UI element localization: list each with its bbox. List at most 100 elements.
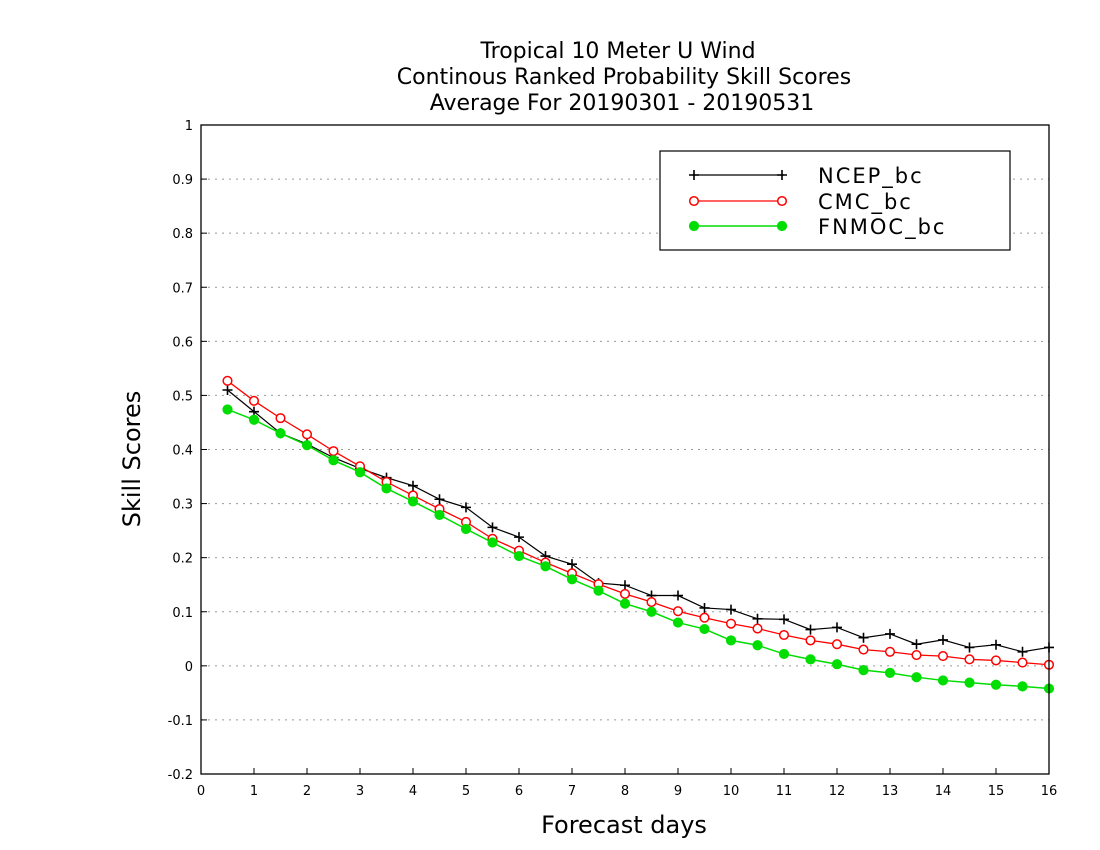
data-point-ncep-bc xyxy=(832,622,842,633)
data-point-ncep-bc xyxy=(222,385,233,396)
x-tick-label: 7 xyxy=(568,784,576,799)
data-point-fnmoc-bc xyxy=(858,665,869,676)
legend-marker-ncep-bc xyxy=(777,170,787,180)
data-point-ncep-bc xyxy=(699,602,710,613)
data-point-fnmoc-bc xyxy=(937,675,949,686)
data-point-cmc-bc xyxy=(858,644,869,655)
legend-label-ncep: NCEP_bc xyxy=(818,164,924,189)
data-point-fnmoc-bc xyxy=(381,483,392,494)
data-point-cmc-bc xyxy=(805,635,816,646)
x-tick-label: 6 xyxy=(515,784,523,799)
data-point-fnmoc-bc xyxy=(460,523,472,535)
x-axis-title: Forecast days xyxy=(541,811,707,839)
legend-marker-cmc-bc xyxy=(688,195,700,207)
x-tick-label: 8 xyxy=(621,784,629,799)
data-point-ncep-bc xyxy=(752,613,763,624)
legend-marker-fnmoc-bc xyxy=(776,220,788,232)
x-tick-label: 9 xyxy=(674,784,682,799)
data-point-ncep-bc xyxy=(964,642,975,653)
data-point-fnmoc-bc xyxy=(301,440,313,451)
data-point-fnmoc-bc xyxy=(990,679,1002,690)
chart-title-line-3: Average For 20190301 - 20190531 xyxy=(430,91,815,116)
data-point-ncep-bc xyxy=(779,614,789,625)
x-tick-label: 3 xyxy=(356,784,364,799)
data-point-fnmoc-bc xyxy=(328,455,339,466)
legend-marker-fnmoc-bc xyxy=(688,220,700,232)
data-point-ncep-bc xyxy=(1017,646,1028,657)
data-point-ncep-bc xyxy=(620,580,630,591)
y-tick-label: 0 xyxy=(185,660,193,675)
plot-series xyxy=(222,375,1055,694)
data-point-cmc-bc xyxy=(699,612,710,623)
data-point-fnmoc-bc xyxy=(248,414,260,425)
data-point-cmc-bc xyxy=(248,395,260,406)
data-point-cmc-bc xyxy=(990,655,1002,666)
data-point-cmc-bc xyxy=(328,446,339,457)
x-tick-label: 11 xyxy=(776,784,793,799)
data-point-cmc-bc xyxy=(672,606,684,617)
data-point-cmc-bc xyxy=(725,618,737,629)
data-point-cmc-bc xyxy=(831,639,843,650)
y-tick-label: 0.4 xyxy=(172,444,193,459)
y-tick-label: 0.5 xyxy=(172,389,193,404)
data-point-fnmoc-bc xyxy=(222,404,233,415)
chart-title-line-2: Continous Ranked Probability Skill Score… xyxy=(397,65,851,90)
data-point-ncep-bc xyxy=(673,590,683,601)
data-point-cmc-bc xyxy=(275,413,286,424)
data-point-fnmoc-bc xyxy=(1017,681,1028,692)
data-point-fnmoc-bc xyxy=(513,550,525,562)
data-point-cmc-bc xyxy=(884,646,896,657)
legend-label-cmc: CMC_bc xyxy=(818,190,913,215)
x-tick-label: 15 xyxy=(988,784,1005,799)
chart-title-line-1: Tropical 10 Meter U Wind xyxy=(479,39,755,64)
x-tick-label: 0 xyxy=(197,784,205,799)
x-tick-label: 13 xyxy=(882,784,899,799)
legend-label-fnmoc: FNMOC_bc xyxy=(818,215,946,240)
data-point-ncep-bc xyxy=(911,639,922,650)
data-point-fnmoc-bc xyxy=(354,467,366,478)
data-point-fnmoc-bc xyxy=(884,667,896,678)
data-point-fnmoc-bc xyxy=(434,509,445,521)
data-point-fnmoc-bc xyxy=(540,561,551,572)
data-point-ncep-bc xyxy=(434,494,445,505)
data-point-fnmoc-bc xyxy=(672,617,684,628)
y-tick-label: 0.2 xyxy=(172,552,193,567)
x-tick-label: 12 xyxy=(829,784,846,799)
y-axis-title: Skill Scores xyxy=(118,391,146,528)
data-point-cmc-bc xyxy=(1017,657,1028,668)
x-tick-label: 1 xyxy=(250,784,258,799)
data-point-fnmoc-bc xyxy=(487,537,498,548)
data-point-ncep-bc xyxy=(885,628,895,639)
y-tick-label: -0.2 xyxy=(168,768,193,783)
data-point-fnmoc-bc xyxy=(619,598,631,609)
data-point-fnmoc-bc xyxy=(566,574,578,585)
data-point-ncep-bc xyxy=(805,624,816,635)
x-tick-label: 5 xyxy=(462,784,470,799)
y-tick-label: 0.3 xyxy=(172,498,193,513)
y-tick-label: 0.9 xyxy=(172,173,193,188)
data-point-cmc-bc xyxy=(752,623,763,634)
data-point-cmc-bc xyxy=(301,429,313,440)
data-point-fnmoc-bc xyxy=(725,635,737,646)
x-tick-label: 10 xyxy=(723,784,740,799)
y-tick-label: 0.6 xyxy=(172,335,193,350)
y-tick-label: 0.8 xyxy=(172,227,193,242)
y-tick-label: 0.7 xyxy=(172,281,193,296)
data-point-cmc-bc xyxy=(619,588,631,599)
data-point-ncep-bc xyxy=(514,532,524,543)
data-point-fnmoc-bc xyxy=(964,677,975,688)
data-point-cmc-bc xyxy=(911,649,922,661)
data-point-ncep-bc xyxy=(726,604,736,615)
data-point-cmc-bc xyxy=(778,629,790,641)
legend-marker-cmc-bc xyxy=(776,195,788,207)
data-point-ncep-bc xyxy=(461,502,471,513)
y-tick-label: 0.1 xyxy=(172,606,193,621)
x-tick-label: 14 xyxy=(935,784,952,799)
series-line-fnmoc-bc xyxy=(227,408,1050,690)
data-point-fnmoc-bc xyxy=(778,648,790,660)
data-point-cmc-bc xyxy=(937,651,949,662)
y-tick-label: -0.1 xyxy=(168,714,193,729)
data-point-fnmoc-bc xyxy=(911,672,922,683)
data-point-fnmoc-bc xyxy=(275,428,286,439)
x-tick-label: 16 xyxy=(1041,784,1058,799)
